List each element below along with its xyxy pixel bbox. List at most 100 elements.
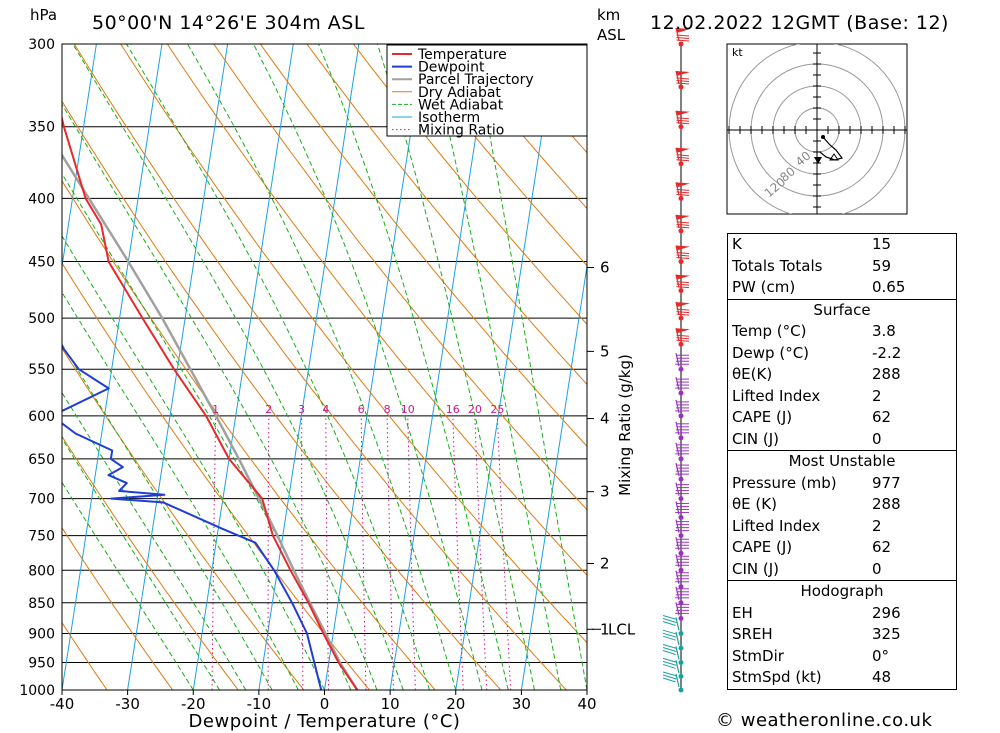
mixing-ratio-axis-label: Mixing Ratio (g/kg) xyxy=(616,354,634,496)
mixing-ratio-line xyxy=(360,415,367,690)
index-value: 325 xyxy=(872,625,901,643)
header-location: 50°00'N 14°26'E 304m ASL xyxy=(92,12,365,34)
wind-barb xyxy=(675,274,690,289)
dry-adiabat xyxy=(166,44,587,576)
parcel-trajectory-line xyxy=(62,152,359,690)
dry-adiabat xyxy=(353,44,587,325)
wind-barb xyxy=(675,70,690,85)
index-row: CIN (J) 0 xyxy=(728,559,956,581)
pressure-tick-label: 550 xyxy=(28,362,55,378)
index-row: Lifted Index 2 xyxy=(728,516,956,538)
wind-barb xyxy=(675,442,689,456)
dry-adiabat xyxy=(259,44,587,447)
index-value: 62 xyxy=(872,538,892,556)
dry-adiabat xyxy=(62,262,370,690)
index-label: CIN (J) xyxy=(732,429,780,448)
wind-barb xyxy=(675,214,690,229)
legend-label: Wet Adiabat xyxy=(418,97,504,113)
index-label: Dewp (°C) xyxy=(732,343,810,362)
dry-adiabat xyxy=(120,44,587,644)
indices-general: K 15 Totals Totals 59 PW (cm) 0.65 xyxy=(728,234,956,299)
index-label: PW (cm) xyxy=(732,278,796,296)
header-datetime: 12.02.2022 12GMT (Base: 12) xyxy=(650,12,949,34)
legend-label: Isotherm xyxy=(418,110,480,126)
wind-level-dot xyxy=(678,161,684,167)
x-tick-label: 0 xyxy=(320,695,330,713)
pressure-tick-label: 700 xyxy=(28,492,55,508)
index-row: θE(K) 288 xyxy=(728,364,956,386)
wind-barb xyxy=(662,629,680,646)
legend-box xyxy=(386,44,588,137)
isotherms xyxy=(0,44,587,690)
isotherm xyxy=(62,44,163,690)
hodograph-trace xyxy=(819,136,844,161)
wind-level-dot xyxy=(678,687,684,693)
index-label: CAPE (J) xyxy=(732,538,793,556)
mixing-ratio-line xyxy=(452,415,464,690)
index-label: EH xyxy=(732,603,753,622)
index-row: PW (cm) 0.65 xyxy=(728,277,956,299)
wet-adiabat xyxy=(62,437,220,690)
wind-level-dot xyxy=(678,435,684,441)
mixing-ratio-line xyxy=(474,415,488,690)
wind-barb xyxy=(675,554,689,568)
legend-label: Dewpoint xyxy=(418,60,485,76)
index-value: 48 xyxy=(872,668,892,686)
hodograph-unit: kt xyxy=(732,46,743,59)
x-tick-label: -30 xyxy=(115,695,140,713)
index-label: Lifted Index xyxy=(732,516,821,535)
x-tick-label: 10 xyxy=(381,695,400,713)
isotherm xyxy=(127,44,229,690)
wind-barb xyxy=(675,602,689,616)
dry-adiabat xyxy=(62,347,305,690)
index-label: CIN (J) xyxy=(732,559,780,578)
index-label: SREH xyxy=(732,625,773,643)
isotherm xyxy=(324,44,425,690)
wind-barb xyxy=(675,482,689,496)
mixing-ratio-label: 20 xyxy=(468,403,482,416)
index-label: StmSpd (kt) xyxy=(732,668,822,686)
most-unstable-title: Most Unstable xyxy=(728,450,956,473)
wind-level-dot xyxy=(678,341,684,347)
x-tick-label: -10 xyxy=(247,695,272,713)
isotherm xyxy=(62,44,97,270)
index-value: -2.2 xyxy=(872,343,902,362)
wind-level-dot xyxy=(678,288,684,294)
mixing-ratio-line xyxy=(211,415,217,690)
index-value: 0 xyxy=(872,429,882,448)
mixing-ratio-label: 10 xyxy=(401,403,415,416)
wind-level-dot xyxy=(678,195,684,201)
index-label: θE (K) xyxy=(732,495,777,513)
wet-adiabats xyxy=(62,44,587,690)
mixing-ratio-label: 25 xyxy=(490,403,504,416)
legend-label: Dry Adiabat xyxy=(418,85,501,101)
wind-level-dot xyxy=(678,600,684,606)
legend-label: Mixing Ratio xyxy=(418,123,504,139)
hodograph-title: Hodograph xyxy=(728,580,956,603)
wind-barb xyxy=(675,147,690,162)
storm-motion-marker xyxy=(814,157,822,164)
dry-adiabat xyxy=(306,44,587,386)
wind-barb xyxy=(675,501,689,515)
index-value: 288 xyxy=(872,365,901,383)
wet-adiabat xyxy=(72,44,404,690)
wind-level-dot xyxy=(678,124,684,130)
wet-adiabat xyxy=(428,44,562,690)
wind-level-dot xyxy=(678,413,684,419)
wind-level-dot xyxy=(678,259,684,265)
wind-level-dot xyxy=(678,228,684,234)
mixing-ratio-label: 16 xyxy=(446,403,460,416)
x-tick-label: -20 xyxy=(181,695,206,713)
height-tick-label: 4 xyxy=(600,410,610,428)
wind-level-dot xyxy=(678,476,684,482)
mixing-ratio-label: 2 xyxy=(265,403,272,416)
copyright[interactable]: © weatheronline.co.uk xyxy=(716,710,933,731)
wind-barb xyxy=(675,27,690,42)
height-tick-label: 6 xyxy=(600,258,610,276)
isotherm xyxy=(0,44,31,690)
wet-adiabat xyxy=(62,291,299,690)
mixing-ratio-line xyxy=(407,415,416,690)
wet-adiabat xyxy=(62,103,378,690)
hpa-label: hPa xyxy=(30,6,58,24)
